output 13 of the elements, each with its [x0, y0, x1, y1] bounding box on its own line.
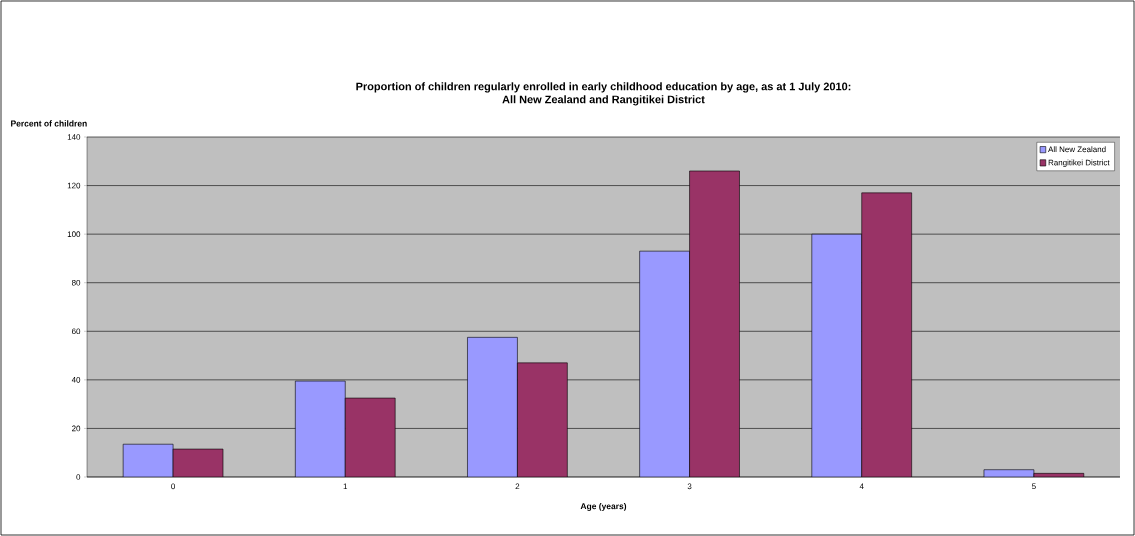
bar — [467, 337, 518, 477]
bar — [689, 170, 740, 477]
bar — [122, 443, 174, 477]
x-axis-title: Age (years) — [580, 502, 627, 511]
bar — [172, 448, 224, 477]
bar — [295, 380, 346, 477]
y-axis-title: Percent of children — [11, 120, 87, 127]
chart-title: Proportion of children regularly enrolled in early childhood education by age, as at 1 July 2010: All New Zealand and Rangitikei District — [356, 82, 851, 106]
bar — [639, 250, 690, 477]
bar — [861, 192, 912, 477]
bar — [811, 233, 863, 477]
bar — [344, 397, 396, 477]
bar — [517, 362, 568, 477]
